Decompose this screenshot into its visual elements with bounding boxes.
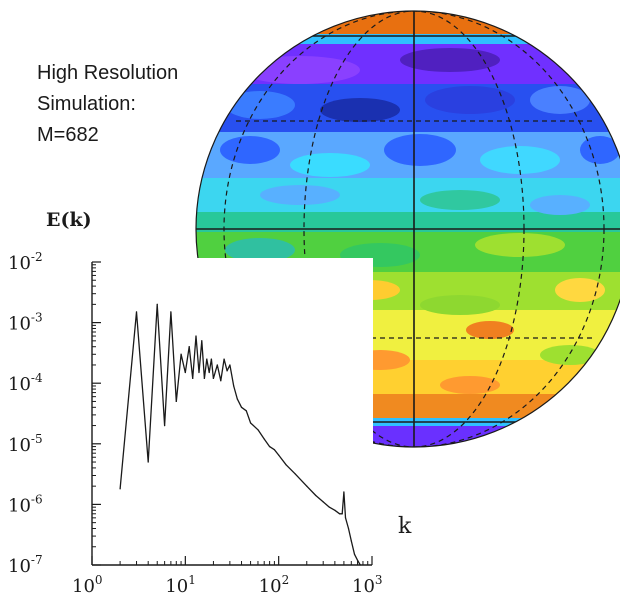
data-point: [240, 406, 243, 408]
y-tick-label: 10-7: [8, 553, 43, 577]
tick-base: 10: [8, 253, 31, 274]
y-axis-label: E(k): [46, 209, 92, 231]
data-point: [180, 353, 182, 355]
data-point: [245, 410, 247, 412]
data-point: [135, 311, 138, 313]
data-point: [119, 488, 121, 490]
series-line-0: [119, 303, 361, 566]
data-point: [344, 517, 347, 519]
data-point: [356, 559, 359, 561]
axes: [91, 262, 372, 566]
data-point: [147, 461, 149, 463]
data-point: [223, 358, 225, 360]
data-point: [328, 506, 331, 508]
tick-exponent: -7: [31, 553, 43, 567]
data-point: [315, 494, 317, 497]
data-point: [359, 564, 361, 566]
data-point: [334, 509, 336, 511]
tick-exponent: -6: [31, 492, 43, 506]
ticks: [91, 261, 373, 566]
data-point: [236, 398, 238, 400]
data-point: [353, 553, 356, 555]
caption-line-3: M=682: [37, 124, 99, 146]
band-south-edge: [196, 418, 620, 428]
heatmap-blobs: [220, 48, 620, 399]
data-point: [226, 370, 228, 372]
x-axis-label: k: [398, 514, 412, 539]
tick-exponent: 1: [188, 573, 196, 587]
data-point: [175, 400, 177, 403]
data-point: [220, 380, 222, 382]
tick-exponent: 2: [282, 573, 290, 587]
data-point: [195, 335, 197, 337]
y-tick-label: 10-3: [8, 311, 43, 335]
caption-line-2: Simulation:: [37, 93, 136, 115]
caption-line-1: High Resolution: [37, 62, 179, 84]
data-point: [322, 501, 324, 503]
data-point: [156, 303, 158, 305]
data-point: [233, 385, 235, 387]
tick-exponent: -2: [31, 250, 43, 264]
tick-base: 10: [72, 576, 95, 595]
data-point: [201, 340, 203, 342]
tick-base: 10: [8, 556, 31, 577]
data-point: [184, 371, 186, 374]
data-point: [285, 464, 287, 466]
data-point: [192, 377, 194, 380]
tick-exponent: 0: [95, 573, 103, 587]
tick-base: 10: [352, 576, 375, 595]
data-point: [257, 429, 259, 431]
data-point: [164, 424, 166, 427]
data-point: [208, 371, 210, 374]
data-point: [273, 449, 275, 451]
band-cyan-green: [196, 212, 620, 234]
data-point: [269, 445, 271, 448]
y-tick-label: 10-4: [8, 371, 43, 395]
data-point: [350, 540, 352, 542]
tick-base: 10: [259, 576, 282, 595]
data-point: [294, 473, 296, 475]
data-point: [306, 485, 308, 487]
data-point: [212, 377, 215, 380]
x-tick-label: 101: [165, 573, 196, 595]
data-point: [206, 358, 208, 360]
data-point: [229, 364, 231, 366]
data-point: [341, 513, 343, 515]
data-point: [263, 438, 265, 440]
globe-graticule: [196, 11, 620, 447]
plot-area-bg: [88, 258, 373, 565]
tick-base: 10: [165, 576, 188, 595]
data-point: [249, 422, 252, 424]
tick-base: 10: [8, 435, 31, 456]
data-point: [170, 311, 172, 313]
y-tick-label: 10-6: [8, 492, 43, 516]
data-point: [210, 358, 212, 360]
tick-exponent: -5: [31, 432, 43, 446]
caption: High Resolution Simulation: M=682: [37, 58, 178, 151]
data-point: [216, 364, 218, 366]
tick-exponent: 3: [375, 573, 383, 587]
tick-base: 10: [8, 314, 31, 335]
data-point: [278, 454, 280, 456]
tick-base: 10: [8, 374, 31, 395]
data-point: [343, 491, 345, 493]
series: [119, 303, 361, 566]
x-tick-label: 102: [259, 573, 290, 595]
data-point: [203, 377, 205, 380]
y-tick-label: 10-2: [8, 250, 43, 274]
tick-exponent: -4: [31, 371, 43, 385]
data-point: [188, 346, 190, 348]
data-point: [198, 371, 200, 374]
x-tick-label: 103: [352, 573, 383, 595]
y-tick-label: 10-5: [8, 432, 43, 456]
data-point: [347, 527, 350, 530]
tick-exponent: -3: [31, 311, 43, 325]
x-tick-label: 100: [72, 573, 103, 595]
data-point: [339, 513, 341, 515]
globe-outline: [195, 10, 620, 448]
tick-base: 10: [8, 495, 31, 516]
